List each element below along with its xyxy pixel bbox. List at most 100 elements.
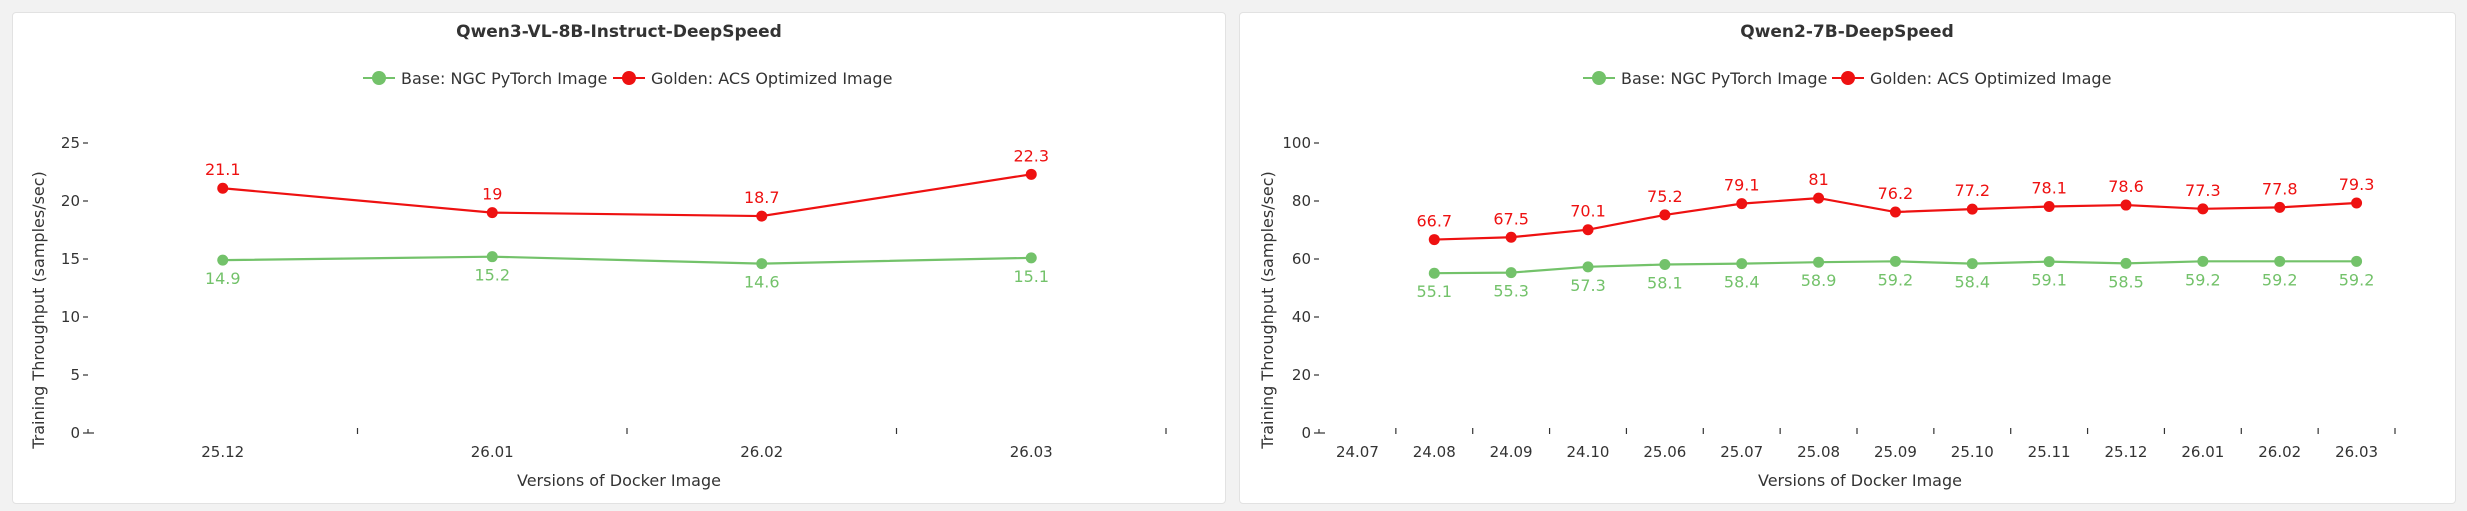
y-tick-label: 0 — [70, 424, 80, 442]
x-axis-title: Versions of Docker Image — [1758, 471, 1962, 490]
chart-left-svg: Qwen3-VL-8B-Instruct-DeepSpeed Base: NGC… — [29, 22, 1167, 490]
legend-golden-marker — [622, 71, 636, 85]
data-label-base: 58.9 — [1801, 271, 1837, 290]
data-label-base: 14.6 — [744, 273, 780, 292]
y-tick-label: 100 — [1282, 134, 1311, 152]
data-label-golden: 21.1 — [205, 160, 241, 179]
y-tick-label: 40 — [1292, 308, 1311, 326]
data-point-base[interactable] — [2274, 255, 2286, 267]
legend-base-label[interactable]: Base: NGC PyTorch Image — [1621, 69, 1827, 88]
x-tick-label: 26.01 — [2181, 443, 2224, 461]
legend-golden-label[interactable]: Golden: ACS Optimized Image — [1870, 69, 2111, 88]
x-tick-label: 25.09 — [1874, 443, 1917, 461]
data-point-base[interactable] — [486, 251, 498, 263]
data-point-base[interactable] — [2043, 256, 2055, 268]
data-point-base[interactable] — [1889, 255, 1901, 267]
legend[interactable]: Base: NGC PyTorch Image Golden: ACS Opti… — [363, 69, 892, 88]
data-point-golden[interactable] — [2351, 197, 2363, 209]
data-point-golden[interactable] — [2120, 199, 2132, 211]
data-point-base[interactable] — [756, 258, 768, 270]
data-point-golden[interactable] — [217, 182, 229, 194]
data-label-base: 57.3 — [1570, 276, 1606, 295]
data-point-base[interactable] — [217, 254, 229, 266]
data-label-base: 59.1 — [2031, 271, 2067, 290]
data-point-golden[interactable] — [1659, 209, 1671, 221]
data-label-golden: 78.6 — [2108, 177, 2144, 196]
y-tick-label: 15 — [61, 250, 80, 268]
chart-right-svg: Qwen2-7B-DeepSpeed Base: NGC PyTorch Ima… — [1258, 22, 2396, 490]
data-point-golden[interactable] — [1582, 224, 1594, 236]
data-label-golden: 18.7 — [744, 188, 780, 207]
chart-title: Qwen2-7B-DeepSpeed — [1740, 22, 1954, 42]
data-label-golden: 67.5 — [1493, 209, 1529, 228]
x-tick-label: 24.08 — [1413, 443, 1456, 461]
data-point-golden[interactable] — [2043, 201, 2055, 213]
legend-base-label[interactable]: Base: NGC PyTorch Image — [401, 69, 607, 88]
legend-golden-label[interactable]: Golden: ACS Optimized Image — [651, 69, 892, 88]
y-tick-label: 60 — [1292, 250, 1311, 268]
data-point-base[interactable] — [1428, 267, 1440, 279]
data-point-base[interactable] — [2351, 255, 2363, 267]
x-tick-label: 25.08 — [1797, 443, 1840, 461]
data-label-base: 58.5 — [2108, 272, 2144, 291]
data-label-golden: 70.1 — [1570, 202, 1606, 221]
data-label-base: 14.9 — [205, 269, 241, 288]
data-point-base[interactable] — [1659, 259, 1671, 271]
data-point-base[interactable] — [2197, 255, 2209, 267]
data-point-golden[interactable] — [756, 210, 768, 222]
data-point-base[interactable] — [2120, 257, 2132, 269]
data-label-base: 15.2 — [474, 266, 510, 285]
data-point-base[interactable] — [1813, 256, 1825, 268]
series-line-golden — [222, 173, 1032, 218]
legend-base-marker — [1592, 71, 1606, 85]
data-label-base: 15.1 — [1013, 267, 1049, 286]
data-point-golden[interactable] — [2274, 201, 2286, 213]
data-point-golden[interactable] — [1428, 234, 1440, 246]
y-tick-label: 80 — [1292, 192, 1311, 210]
x-tick-label: 26.03 — [2335, 443, 2378, 461]
data-label-golden: 76.2 — [1878, 184, 1914, 203]
x-tick-label: 26.03 — [1010, 443, 1053, 461]
x-tick-label: 25.10 — [1951, 443, 1994, 461]
data-point-base[interactable] — [1505, 267, 1517, 279]
data-point-golden[interactable] — [1505, 231, 1517, 243]
y-axis-title: Training Throughput (samples/sec) — [1258, 171, 1277, 450]
data-point-golden[interactable] — [486, 207, 498, 219]
data-point-base[interactable] — [1582, 261, 1594, 273]
x-tick-label: 25.12 — [201, 443, 244, 461]
data-point-golden[interactable] — [1736, 198, 1748, 210]
y-tick-label: 5 — [70, 366, 80, 384]
legend[interactable]: Base: NGC PyTorch Image Golden: ACS Opti… — [1583, 69, 2111, 88]
data-label-golden: 79.3 — [2339, 175, 2375, 194]
data-label-golden: 22.3 — [1013, 146, 1049, 165]
legend-golden-marker — [1841, 71, 1855, 85]
data-label-base: 59.2 — [2262, 270, 2298, 289]
x-tick-label: 24.09 — [1490, 443, 1533, 461]
x-tick-label: 25.11 — [2028, 443, 2071, 461]
x-tick-label: 26.02 — [740, 443, 783, 461]
data-label-base: 59.2 — [2339, 270, 2375, 289]
data-label-golden: 78.1 — [2031, 179, 2067, 198]
series-line-base — [222, 255, 1032, 265]
data-point-golden[interactable] — [1889, 206, 1901, 218]
data-label-golden: 77.8 — [2262, 179, 2298, 198]
chart-title: Qwen3-VL-8B-Instruct-DeepSpeed — [456, 22, 782, 42]
data-point-golden[interactable] — [1813, 192, 1825, 204]
data-label-golden: 75.2 — [1647, 187, 1683, 206]
y-tick-label: 20 — [61, 192, 80, 210]
x-tick-label: 25.12 — [2105, 443, 2148, 461]
data-label-golden: 66.7 — [1416, 212, 1452, 231]
x-tick-label: 24.07 — [1336, 443, 1379, 461]
data-label-golden: 81 — [1808, 170, 1828, 189]
data-point-golden[interactable] — [1966, 203, 1978, 215]
data-point-base[interactable] — [1025, 252, 1037, 264]
y-tick-label: 25 — [61, 134, 80, 152]
y-tick-label: 20 — [1292, 366, 1311, 384]
data-point-golden[interactable] — [2197, 203, 2209, 215]
x-tick-label: 24.10 — [1567, 443, 1610, 461]
data-point-golden[interactable] — [1025, 168, 1037, 180]
data-point-base[interactable] — [1966, 258, 1978, 270]
x-tick-label: 25.07 — [1720, 443, 1763, 461]
data-label-base: 55.1 — [1416, 282, 1452, 301]
data-point-base[interactable] — [1736, 258, 1748, 270]
